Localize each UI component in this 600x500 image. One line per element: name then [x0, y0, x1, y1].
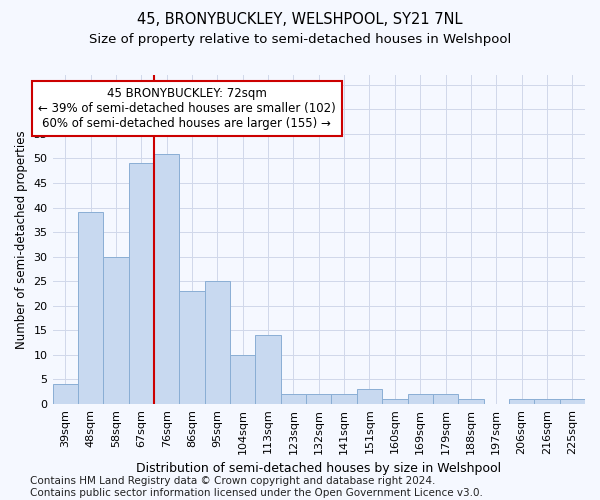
Bar	[103, 256, 128, 404]
Bar	[53, 384, 78, 404]
Bar	[433, 394, 458, 404]
Bar	[78, 212, 103, 404]
Text: 45 BRONYBUCKLEY: 72sqm
← 39% of semi-detached houses are smaller (102)
60% of se: 45 BRONYBUCKLEY: 72sqm ← 39% of semi-det…	[38, 88, 336, 130]
Bar	[509, 399, 534, 404]
Bar	[458, 399, 484, 404]
Bar	[331, 394, 357, 404]
Y-axis label: Number of semi-detached properties: Number of semi-detached properties	[15, 130, 28, 348]
Bar	[205, 281, 230, 404]
Bar	[179, 291, 205, 404]
Text: Size of property relative to semi-detached houses in Welshpool: Size of property relative to semi-detach…	[89, 32, 511, 46]
Bar	[382, 399, 407, 404]
Bar	[128, 164, 154, 404]
Bar	[357, 389, 382, 404]
Bar	[560, 399, 585, 404]
Text: 45, BRONYBUCKLEY, WELSHPOOL, SY21 7NL: 45, BRONYBUCKLEY, WELSHPOOL, SY21 7NL	[137, 12, 463, 28]
Bar	[256, 335, 281, 404]
Text: Contains HM Land Registry data © Crown copyright and database right 2024.
Contai: Contains HM Land Registry data © Crown c…	[30, 476, 483, 498]
Bar	[154, 154, 179, 404]
Bar	[534, 399, 560, 404]
Bar	[407, 394, 433, 404]
Bar	[281, 394, 306, 404]
Bar	[230, 354, 256, 404]
X-axis label: Distribution of semi-detached houses by size in Welshpool: Distribution of semi-detached houses by …	[136, 462, 502, 475]
Bar	[306, 394, 331, 404]
